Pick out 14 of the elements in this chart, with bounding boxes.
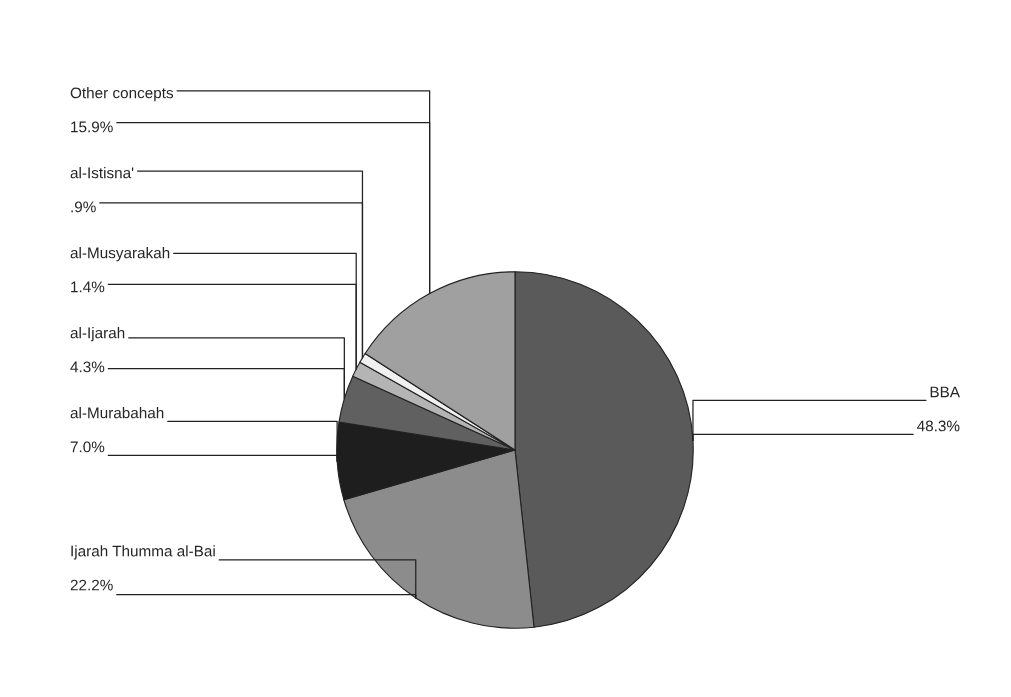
slice-label: Ijarah Thumma al-Bai xyxy=(71,545,215,560)
slice-label: Other concepts xyxy=(70,87,174,102)
slice-label: BBA xyxy=(930,386,960,398)
data-label: 4.3% xyxy=(70,361,105,373)
slice-label: al-Ijarah xyxy=(70,327,125,342)
slice-label: al-Murabahah xyxy=(70,407,164,419)
slice-label: al-Istisna' xyxy=(70,167,134,179)
data-label: 22.2% xyxy=(70,579,113,591)
data-label: 7.0% xyxy=(70,441,105,453)
data-label: 1.4% xyxy=(71,281,105,293)
slice-label: al-Musyarakah xyxy=(70,247,170,262)
data-label: .9% xyxy=(71,201,96,213)
data-label: 15.9% xyxy=(71,121,113,133)
data-label: 48.3% xyxy=(917,420,960,432)
